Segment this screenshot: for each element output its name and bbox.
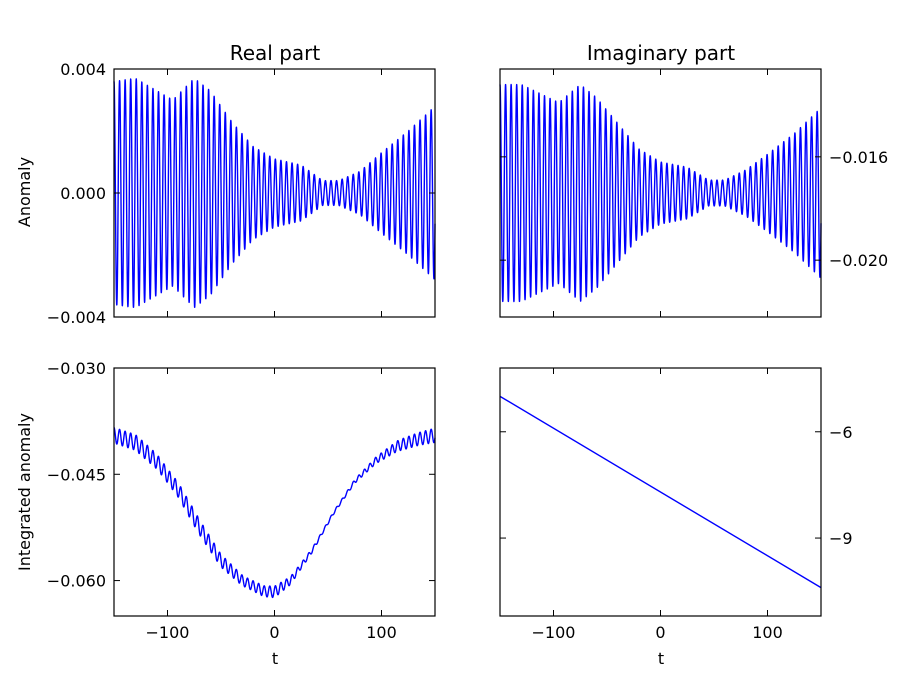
plot-frame <box>113 68 436 318</box>
y-ticks: −0.016 −0.020 <box>500 148 888 270</box>
series-line <box>499 83 822 303</box>
x-tick-label: −100 <box>146 623 190 642</box>
x-ticks: −100 0 100 <box>146 368 397 642</box>
panel-real-anomaly: Real part Anomaly −0.004 0.000 0.004 <box>15 41 436 327</box>
y-ticks: −6 −9 <box>500 423 853 548</box>
panel-title: Imaginary part <box>587 41 735 65</box>
y-tick-label: −0.060 <box>47 572 106 591</box>
series-line <box>113 426 436 599</box>
x-axis-label: t <box>272 649 278 668</box>
y-tick-label: −0.045 <box>47 465 106 484</box>
x-tick-label: 100 <box>752 623 783 642</box>
y-tick-label: −9 <box>829 529 853 548</box>
x-ticks <box>167 69 382 317</box>
y-tick-label: 0.000 <box>60 184 106 203</box>
plot-frame <box>499 367 822 617</box>
plot-frame <box>113 367 436 617</box>
y-ticks: −0.030 −0.045 −0.060 <box>47 359 435 591</box>
y-tick-label: 0.004 <box>60 60 106 79</box>
x-tick-label: 100 <box>366 623 397 642</box>
y-tick-label: −0.004 <box>47 308 106 327</box>
panel-imag-integrated: t −100 0 100 −6 −9 <box>499 367 853 668</box>
series-line <box>499 395 822 589</box>
plot-frame <box>499 68 822 318</box>
x-tick-label: 0 <box>655 623 665 642</box>
panel-real-integrated: Integrated anomaly t −100 0 100 −0.030 −… <box>15 359 436 668</box>
y-tick-label: −6 <box>829 423 853 442</box>
panel-title: Real part <box>230 41 321 65</box>
x-tick-label: −100 <box>532 623 576 642</box>
x-tick-label: 0 <box>269 623 279 642</box>
panel-imag-anomaly: Imaginary part −0.016 −0.020 <box>499 41 888 318</box>
y-tick-label: −0.020 <box>829 251 888 270</box>
y-axis-label: Anomaly <box>15 157 34 227</box>
x-ticks: −100 0 100 <box>532 368 783 642</box>
x-ticks <box>553 69 768 317</box>
y-tick-label: −0.016 <box>829 148 888 167</box>
x-axis-label: t <box>658 649 664 668</box>
y-axis-label: Integrated anomaly <box>15 413 34 571</box>
series-line <box>113 78 436 309</box>
y-tick-label: −0.030 <box>47 359 106 378</box>
